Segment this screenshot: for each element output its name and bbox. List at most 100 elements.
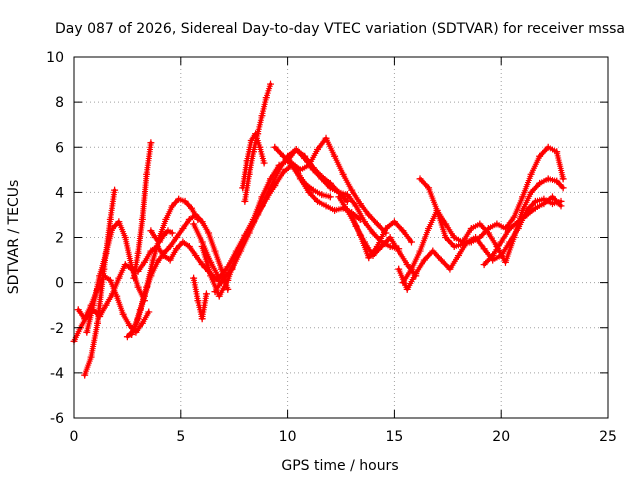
y-tick-label: -2 [50,321,64,337]
data-point [365,254,373,262]
data-point [519,206,527,214]
series-sat-g [128,211,232,339]
x-tick-label: 0 [70,429,79,445]
series-sat-t [399,175,567,287]
data-point [514,218,522,226]
data-point [138,215,146,223]
data-point [258,193,266,201]
data-point [126,321,134,329]
data-point [153,258,161,266]
data-point [168,202,176,210]
data-point [198,218,206,226]
data-point [106,215,114,223]
data-point [540,200,548,208]
y-tick-label: 0 [55,276,64,292]
data-point [407,265,415,273]
data-series [70,80,567,379]
data-point [326,193,334,201]
data-point [160,249,168,257]
series-sat-h [147,227,176,246]
data-point [356,231,364,239]
data-point [497,238,505,246]
y-tick-label: 6 [55,140,64,156]
y-tick-label: -6 [50,411,64,427]
data-point [365,211,373,219]
data-point [166,256,174,264]
data-point [356,200,364,208]
data-point [531,204,539,212]
series-sat-u [416,143,567,251]
data-point [343,191,351,199]
data-point [395,265,403,273]
data-point [296,175,304,183]
data-point [239,184,247,192]
data-point [501,258,509,266]
data-point [247,136,255,144]
data-point [519,193,527,201]
data-point [386,243,394,251]
data-point [553,148,561,156]
y-tick-label: 8 [55,95,64,111]
data-point [442,234,450,241]
data-point [318,191,326,199]
series-sat-v [480,193,565,269]
data-point [420,256,428,264]
data-point [187,204,195,212]
chart-title: Day 087 of 2026, Sidereal Day-to-day VTE… [55,21,625,37]
data-point [115,218,123,226]
data-point [134,249,142,257]
data-point [147,247,155,255]
data-point [113,292,121,300]
data-point [260,159,268,167]
x-tick-label: 5 [176,429,185,445]
data-point [536,179,544,187]
data-point [271,143,279,151]
data-point [348,186,356,194]
data-point [459,240,467,248]
data-point [437,256,445,264]
series-markers [212,162,364,295]
data-point [296,166,304,174]
data-point [489,252,497,260]
data-point [241,197,249,205]
data-point [134,315,142,323]
data-point [416,175,424,183]
data-point [467,238,475,246]
data-point [373,243,381,251]
data-point [228,265,236,273]
data-point [314,146,322,154]
data-point [335,193,343,201]
data-point [510,234,518,241]
axis-ticks: -6 -4 -2 0 2 4 6 8 10 0 5 10 15 20 25 [46,50,617,445]
data-point [121,234,129,241]
data-point [284,157,292,165]
data-point [128,331,136,339]
data-point [288,159,296,167]
data-point [369,229,377,237]
data-point [258,112,266,120]
data-point [484,224,492,232]
y-tick-label: 4 [55,185,64,201]
data-point [450,243,458,251]
series-line [482,195,563,267]
data-point [207,272,215,280]
data-point [81,371,89,379]
y-axis-label: SDTVAR / TECUs [6,180,22,295]
data-point [111,186,119,194]
data-point [382,224,390,232]
x-tick-label: 25 [599,429,617,445]
data-point [140,258,148,266]
data-point [149,256,157,264]
data-point [536,152,544,160]
data-point [237,247,245,255]
data-point [262,195,270,203]
data-point [119,310,127,318]
y-tick-label: 10 [46,50,64,66]
data-point [267,80,275,88]
series-sat-j [190,157,334,282]
data-point [527,188,535,196]
data-point [179,224,187,232]
x-tick-label: 15 [385,429,403,445]
data-point [190,220,198,228]
data-point [309,166,317,174]
